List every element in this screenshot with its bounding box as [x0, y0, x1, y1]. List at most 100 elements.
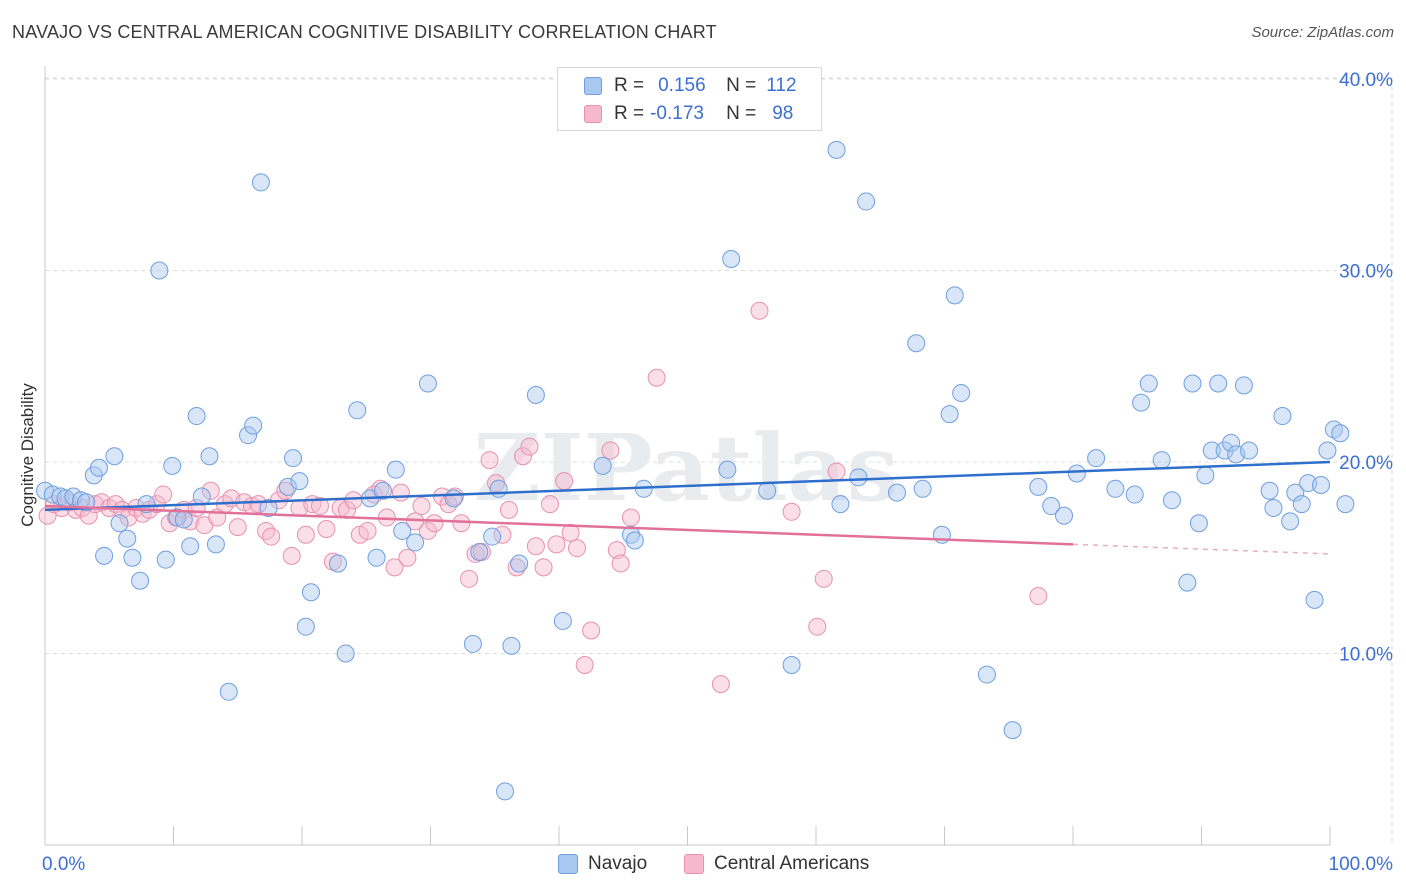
navajo-point	[625, 531, 644, 550]
central-point	[317, 520, 336, 539]
navajo-n-value: 112	[766, 75, 797, 96]
navajo-point	[1336, 495, 1355, 514]
navajo-point	[831, 495, 850, 514]
navajo-point	[200, 447, 219, 466]
navajo-point	[296, 617, 315, 636]
navajo-point	[1222, 433, 1241, 452]
navajo-point	[857, 192, 876, 211]
bottom-central-label: Central Americans	[714, 853, 870, 874]
navajo-point	[758, 481, 777, 500]
navajo-point	[1260, 481, 1279, 500]
navajo-point	[181, 537, 200, 556]
navajo-point	[1281, 512, 1300, 531]
navajo-point	[526, 385, 545, 404]
navajo-point	[373, 481, 392, 500]
central-point	[561, 523, 580, 542]
navajo-point	[131, 571, 150, 590]
legend-row-navajo: R = 0.156 N = 112	[558, 74, 797, 98]
navajo-point	[348, 401, 367, 420]
navajo-point	[95, 546, 114, 565]
navajo-point	[406, 533, 425, 552]
navajo-point	[849, 468, 868, 487]
navajo-point	[1292, 495, 1311, 514]
navajo-point	[1162, 491, 1181, 510]
central-point	[344, 491, 363, 510]
navajo-point	[393, 521, 412, 540]
central-point	[228, 518, 247, 537]
x-tick-label: 0.0%	[42, 854, 85, 875]
navajo-point	[722, 250, 741, 269]
navajo-point	[244, 416, 263, 435]
navajo-point	[913, 479, 932, 498]
navajo-point	[782, 655, 801, 674]
central-point	[611, 554, 630, 573]
source-label: Source: ZipAtlas.com	[1251, 24, 1394, 41]
central-point	[520, 437, 539, 456]
central-point	[310, 497, 329, 516]
navajo-point	[187, 407, 206, 426]
navajo-point	[137, 495, 156, 514]
central-point	[782, 502, 801, 521]
watermark: ZIPatlas	[473, 414, 898, 522]
central-point	[201, 481, 220, 500]
y-tick-label: 20.0%	[1339, 453, 1393, 474]
central-point	[814, 569, 833, 588]
central-trend-extension	[1072, 543, 1331, 555]
navajo-point	[510, 554, 529, 573]
central-point	[460, 569, 479, 588]
navajo-point	[1305, 590, 1324, 609]
navajo-point	[123, 548, 142, 567]
navajo-n-label: N =	[726, 75, 757, 96]
navajo-r-value: 0.156	[658, 75, 706, 96]
navajo-point	[1189, 514, 1208, 533]
navajo-point	[336, 644, 355, 663]
central-point	[262, 527, 281, 546]
chart-axes	[44, 66, 1331, 846]
navajo-point	[489, 479, 508, 498]
navajo-point	[1196, 466, 1215, 485]
central-point	[547, 535, 566, 554]
central-point	[358, 521, 377, 540]
chart-title: NAVAJO VS CENTRAL AMERICAN COGNITIVE DIS…	[12, 22, 717, 42]
navajo-point	[1318, 441, 1337, 460]
y-tick-label: 30.0%	[1339, 262, 1393, 283]
navajo-point	[105, 447, 124, 466]
navajo-point	[483, 527, 502, 546]
bottom-legend-navajo: Navajo	[558, 852, 647, 876]
y-axis-label: Cognitive Disability	[18, 383, 37, 527]
navajo-point	[418, 374, 437, 393]
navajo-point	[156, 550, 175, 569]
central-trend-line	[44, 504, 1074, 546]
navajo-point	[1152, 451, 1171, 470]
navajo-r-label: R =	[614, 75, 645, 96]
central-point	[711, 675, 730, 694]
central-point	[257, 521, 276, 540]
central-point	[282, 546, 301, 565]
navajo-swatch	[584, 77, 602, 95]
central-r-label: R =	[614, 103, 645, 124]
navajo-point	[192, 487, 211, 506]
navajo-point	[977, 665, 996, 684]
navajo-point	[1240, 441, 1259, 460]
trend-lines	[44, 460, 1331, 555]
navajo-point	[1312, 475, 1331, 494]
central-point	[575, 655, 594, 674]
navajo-point	[259, 498, 278, 517]
navajo-point	[827, 140, 846, 159]
navajo-point	[945, 286, 964, 305]
central-point	[534, 558, 553, 577]
navajo-point	[1055, 506, 1074, 525]
central-point	[621, 508, 640, 527]
central-point	[425, 514, 444, 533]
navajo-point	[163, 456, 182, 475]
central-point	[750, 301, 769, 320]
central-point	[555, 472, 574, 491]
navajo-point	[367, 548, 386, 567]
navajo-point	[1178, 573, 1197, 592]
bottom-navajo-swatch	[558, 854, 578, 874]
navajo-point	[1087, 449, 1106, 468]
central-swatch	[584, 105, 602, 123]
navajo-point	[1139, 374, 1158, 393]
navajo-point	[496, 782, 515, 801]
